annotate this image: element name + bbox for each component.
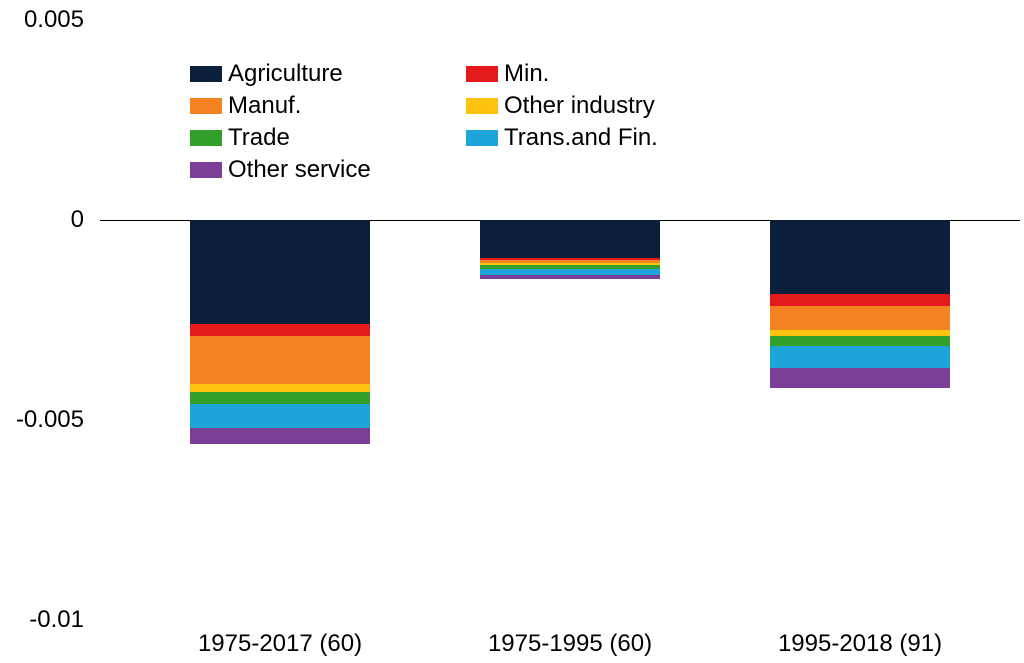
bar-segment-other_service [770,368,950,388]
y-tick-label: 0 [71,206,84,234]
bar-segment-agriculture [480,220,660,258]
bar-segment-other_industry [190,384,370,392]
y-tick-label: 0.005 [24,6,84,34]
y-tick-label: -0.005 [16,406,84,434]
x-tick-label: 1995-2018 (91) [778,630,942,658]
y-tick-label: -0.01 [29,606,84,634]
bar-segment-trans_fin [190,404,370,428]
bar-segment-agriculture [770,220,950,294]
bar-segment-trade [770,336,950,346]
bar-segment-other_service [190,428,370,444]
bar-segment-other_service [480,275,660,279]
bar-group [190,20,370,620]
bar-segment-trans_fin [770,346,950,368]
bar-group [480,20,660,620]
bar-group [770,20,950,620]
bar-segment-manuf [770,306,950,330]
bar-segment-min [190,324,370,336]
bar-segment-agriculture [190,220,370,324]
plot-area: AgricultureMin.Manuf.Other industryTrade… [100,20,1020,620]
bar-segment-trade [190,392,370,404]
stacked-bar-chart: AgricultureMin.Manuf.Other industryTrade… [0,0,1024,663]
bar-segment-manuf [190,336,370,384]
x-tick-label: 1975-1995 (60) [488,630,652,658]
x-tick-label: 1975-2017 (60) [198,630,362,658]
bar-segment-min [770,294,950,306]
